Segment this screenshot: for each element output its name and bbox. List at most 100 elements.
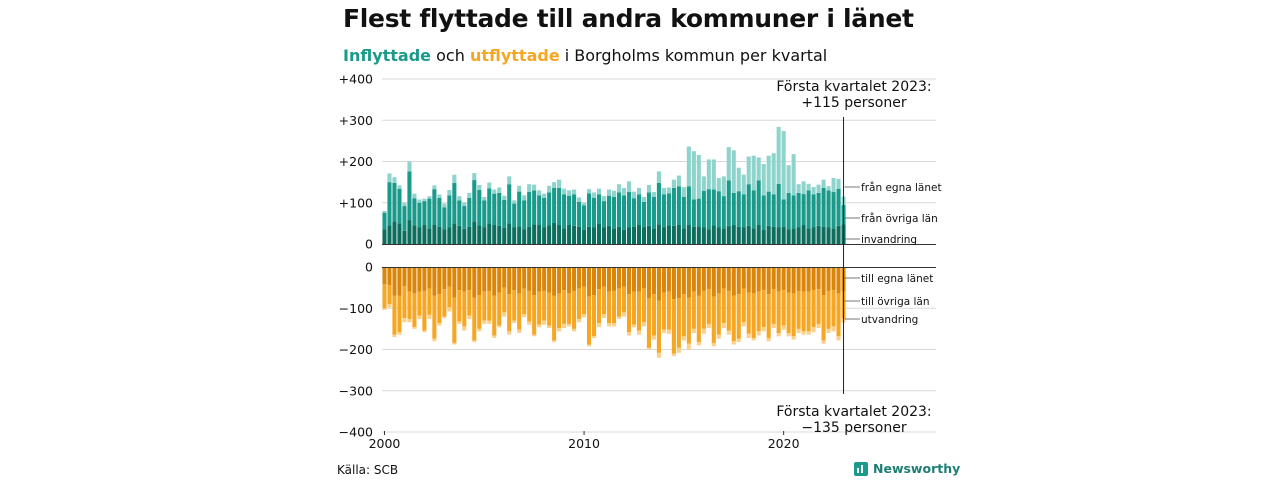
- bar: [422, 267, 427, 291]
- bar: [462, 206, 467, 229]
- bar: [666, 291, 671, 330]
- bar: [557, 187, 562, 226]
- bar: [562, 194, 567, 229]
- series-label: till egna länet: [861, 273, 933, 285]
- bar: [831, 290, 836, 327]
- bar: [611, 228, 617, 244]
- bar: [402, 230, 407, 244]
- bar: [711, 189, 716, 226]
- bar: [786, 229, 791, 244]
- bar: [477, 225, 482, 244]
- bar: [631, 226, 637, 244]
- bar: [472, 297, 477, 341]
- bar: [806, 228, 811, 244]
- bar: [736, 294, 741, 339]
- bar: [407, 161, 412, 172]
- bar: [567, 293, 572, 324]
- bar: [666, 187, 671, 194]
- bar: [616, 184, 622, 193]
- bar: [716, 267, 721, 294]
- bar: [741, 174, 746, 195]
- bar: [507, 176, 512, 185]
- bar: [422, 290, 427, 331]
- bar: [641, 288, 646, 323]
- y-tick-label: −300: [339, 383, 373, 398]
- bar: [761, 290, 766, 328]
- bar: [766, 191, 771, 226]
- bar: [651, 335, 656, 340]
- bar: [582, 202, 587, 206]
- bar: [826, 290, 831, 329]
- bar: [427, 198, 432, 229]
- bar: [751, 190, 756, 229]
- bar: [836, 178, 841, 189]
- bar: [801, 181, 806, 195]
- bar: [641, 201, 646, 228]
- annotation-text-bottom: Första kvartalet 2023:: [776, 404, 931, 420]
- bar: [487, 223, 492, 244]
- bar: [402, 285, 407, 319]
- bar: [771, 226, 776, 244]
- bar: [701, 328, 706, 334]
- bar: [387, 285, 392, 305]
- y-tick-label: +300: [339, 113, 373, 128]
- y-tick-label: +200: [339, 154, 373, 169]
- bar: [741, 267, 746, 289]
- bar: [542, 197, 547, 228]
- bar: [826, 328, 831, 333]
- bar: [681, 196, 686, 229]
- bar: [826, 186, 831, 191]
- bar: [417, 267, 422, 292]
- bar: [572, 267, 577, 291]
- bar: [636, 291, 642, 331]
- bar: [816, 267, 821, 290]
- bar: [636, 187, 642, 195]
- bar: [766, 155, 771, 192]
- bar: [676, 175, 681, 187]
- bar: [706, 229, 711, 244]
- bar: [392, 182, 397, 222]
- annotations: Första kvartalet 2023:+115 personerFörst…: [776, 79, 931, 436]
- bar: [592, 295, 597, 337]
- bar: [507, 267, 512, 295]
- bar: [686, 267, 691, 298]
- bar: [666, 225, 671, 244]
- newsworthy-logo[interactable]: Newsworthy: [854, 461, 960, 476]
- bar: [577, 288, 582, 319]
- bar: [771, 153, 776, 195]
- bar: [397, 332, 402, 335]
- bar: [447, 195, 452, 228]
- bar: [661, 292, 666, 330]
- bar: [736, 226, 741, 244]
- bar: [821, 226, 826, 244]
- bar: [736, 167, 741, 192]
- bar: [761, 195, 766, 230]
- bar: [781, 226, 786, 244]
- bar: [512, 227, 517, 244]
- bar: [407, 171, 412, 221]
- bar: [442, 203, 447, 208]
- y-tick-label: 0: [365, 237, 373, 252]
- bar: [592, 227, 597, 244]
- bar: [567, 190, 572, 196]
- bar: [592, 197, 597, 228]
- bar: [522, 200, 527, 230]
- bar: [676, 298, 681, 348]
- bar: [781, 199, 786, 227]
- bar: [711, 267, 716, 297]
- bar: [557, 267, 562, 294]
- bar: [741, 288, 746, 323]
- bar: [532, 267, 537, 296]
- bar: [676, 225, 681, 244]
- bar: [686, 343, 691, 350]
- series-label: från egna länet: [861, 181, 942, 194]
- x-tick-label: 2010: [568, 436, 600, 451]
- bar: [766, 225, 771, 244]
- bar: [646, 267, 651, 299]
- bar: [731, 192, 736, 226]
- bar: [517, 329, 522, 333]
- subtitle-inflow: Inflyttade: [343, 46, 432, 65]
- bar: [457, 290, 462, 322]
- bar: [651, 294, 656, 336]
- bar: [701, 227, 706, 244]
